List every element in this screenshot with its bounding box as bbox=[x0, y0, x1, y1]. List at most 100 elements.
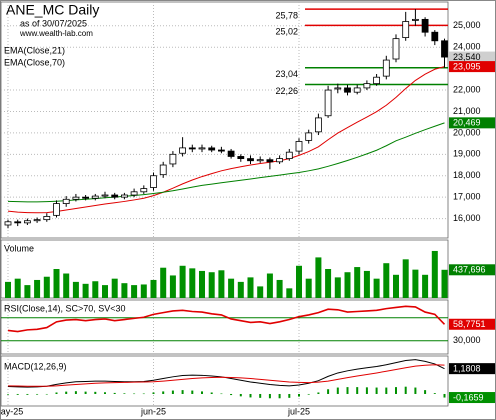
candle-body bbox=[392, 38, 400, 60]
histogram-bar bbox=[317, 392, 320, 394]
histogram-bar bbox=[210, 392, 213, 394]
candle-body bbox=[43, 216, 51, 221]
histogram-bar bbox=[365, 387, 368, 394]
candle-body bbox=[363, 83, 371, 89]
volume-bar bbox=[393, 274, 399, 298]
legend-entry: EMA(Close,21) bbox=[4, 45, 65, 55]
volume-bar bbox=[422, 274, 429, 298]
histogram-bar bbox=[298, 393, 300, 397]
histogram-bar bbox=[356, 387, 359, 394]
volume-bar bbox=[431, 250, 438, 298]
candle-body bbox=[373, 76, 381, 85]
y-tick-label: 20,000 bbox=[453, 127, 481, 137]
y-tick-label: 30,000 bbox=[453, 335, 481, 345]
candle-body bbox=[188, 147, 196, 150]
indicator-line bbox=[7, 305, 446, 333]
candle-body bbox=[62, 198, 70, 204]
candle-body bbox=[247, 158, 254, 162]
value-tag bbox=[449, 117, 495, 129]
histogram-bar bbox=[307, 393, 310, 395]
histogram-bar bbox=[7, 393, 9, 395]
value-tag bbox=[449, 392, 495, 404]
panel-title: Volume bbox=[4, 243, 34, 253]
volume-bar bbox=[257, 286, 264, 298]
source: www.wealth-lab.com bbox=[19, 29, 93, 38]
y-tick-label: 19,000 bbox=[453, 149, 481, 159]
candle-body bbox=[441, 40, 448, 58]
histogram-bar bbox=[414, 387, 417, 394]
volume-bar bbox=[373, 278, 380, 298]
volume-bar bbox=[111, 278, 118, 298]
candle-body bbox=[411, 18, 419, 21]
histogram-bar bbox=[36, 393, 39, 395]
candle-body bbox=[324, 89, 332, 117]
volume-bar bbox=[402, 259, 409, 298]
histogram-bar bbox=[45, 393, 48, 395]
volume-bar bbox=[363, 270, 370, 298]
candle-body bbox=[314, 117, 322, 133]
value-tag-label: 20,469 bbox=[453, 118, 481, 128]
histogram-bar bbox=[327, 389, 330, 394]
volume-bar bbox=[121, 283, 128, 298]
candle-body bbox=[285, 151, 293, 159]
level-label: 23,04 bbox=[275, 69, 298, 79]
volume-bar bbox=[72, 281, 79, 298]
level-label: 25,78 bbox=[275, 10, 298, 20]
volume-bar bbox=[315, 257, 322, 298]
volume-bar bbox=[160, 267, 167, 298]
volume-bar bbox=[63, 273, 70, 298]
histogram-bar bbox=[171, 390, 174, 394]
volume-bar bbox=[102, 285, 108, 298]
ema-line bbox=[7, 66, 445, 214]
volume-bar bbox=[237, 281, 244, 298]
volume-bar bbox=[131, 285, 138, 298]
value-tag bbox=[449, 61, 495, 73]
volume-bar bbox=[140, 284, 147, 298]
histogram-bar bbox=[113, 392, 116, 394]
candle-body bbox=[198, 147, 206, 150]
histogram-bar bbox=[74, 391, 77, 394]
histogram-bar bbox=[395, 387, 397, 394]
candle-body bbox=[295, 141, 303, 152]
candle-body bbox=[23, 220, 31, 224]
value-tag-label: -0,1659 bbox=[453, 392, 484, 402]
histogram-bar bbox=[84, 391, 87, 394]
histogram-bar bbox=[424, 390, 427, 394]
volume-bar bbox=[412, 269, 419, 298]
histogram-bar bbox=[239, 393, 242, 397]
candle-body bbox=[150, 175, 157, 188]
candle-body bbox=[402, 21, 410, 38]
candle-body bbox=[4, 221, 12, 226]
y-tick-label: 16,000 bbox=[453, 213, 481, 223]
histogram-bar bbox=[259, 393, 262, 398]
volume-bar bbox=[43, 276, 50, 298]
histogram-bar bbox=[142, 393, 145, 395]
volume-bar bbox=[383, 263, 390, 298]
volume-bar bbox=[325, 269, 332, 298]
candle-body bbox=[227, 150, 235, 157]
volume-bar bbox=[179, 265, 186, 298]
y-tick-label: 25,000 bbox=[453, 20, 481, 30]
candle-body bbox=[140, 188, 148, 193]
panel bbox=[0, 355, 449, 407]
candle-body bbox=[217, 149, 225, 152]
histogram-bar bbox=[201, 391, 203, 394]
x-tick-label: jun-25 bbox=[140, 406, 166, 416]
volume-bar bbox=[53, 269, 60, 298]
histogram-bar bbox=[94, 391, 97, 394]
candle-body bbox=[91, 195, 99, 199]
value-tag bbox=[449, 51, 495, 63]
candle-body bbox=[14, 221, 22, 224]
candle-body bbox=[130, 191, 138, 196]
histogram-bar bbox=[375, 387, 378, 394]
volume-bar bbox=[218, 270, 225, 298]
volume-bar bbox=[266, 273, 273, 298]
ema-line bbox=[7, 122, 445, 203]
volume-bar bbox=[276, 279, 283, 298]
y-tick-label: 24,000 bbox=[453, 42, 481, 52]
histogram-bar bbox=[26, 393, 29, 395]
panel-title: MACD(12,26,9) bbox=[4, 361, 67, 371]
histogram-bar bbox=[346, 387, 349, 394]
candle-body bbox=[344, 87, 351, 93]
